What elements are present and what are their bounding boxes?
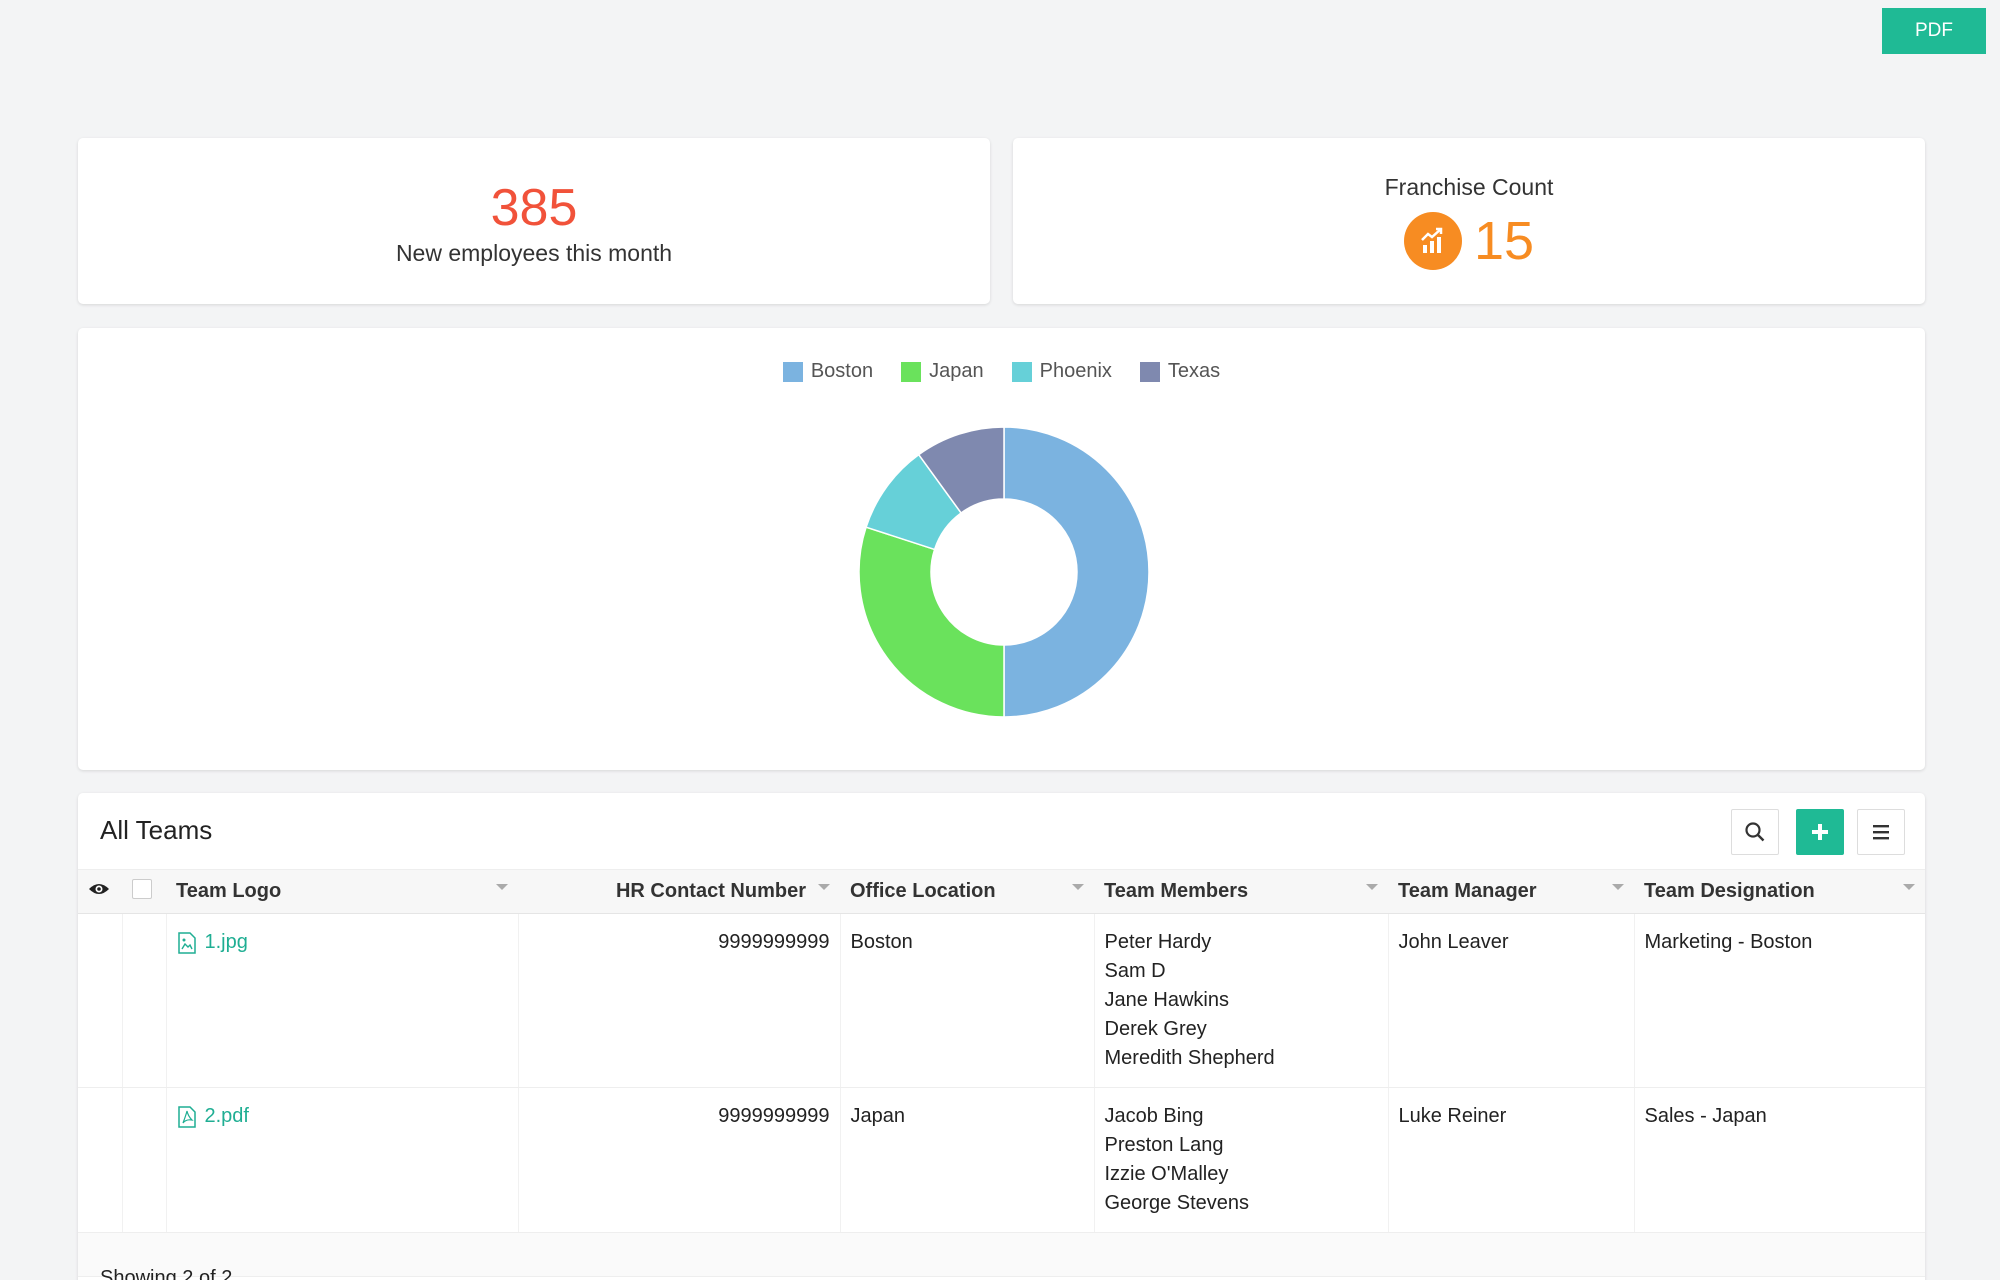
team-members-cell: Peter Hardy Sam D Jane Hawkins Derek Gre… [1094,913,1389,1088]
franchise-count-row: 15 [1013,210,1925,272]
column-label: Team Manager [1398,880,1537,902]
column-visibility-header[interactable] [78,869,122,914]
franchise-count-value: 15 [1473,211,1535,271]
column-label: Team Members [1104,880,1249,902]
team-member: George Stevens [1104,1192,1250,1214]
sort-caret-icon[interactable] [496,884,508,890]
hr-contact-cell: 9999999999 [518,913,841,1088]
franchise-count-title: Franchise Count [1384,174,1554,200]
sort-caret-icon[interactable] [1072,884,1084,890]
select-all-checkbox[interactable] [132,878,152,899]
sort-caret-icon[interactable] [1612,884,1624,890]
team-logo-link[interactable]: 1.jpg [177,928,508,957]
legend-item-texas[interactable]: Texas [1139,360,1221,383]
select-all-header[interactable] [122,869,166,914]
column-header-team-manager[interactable]: Team Manager [1388,869,1634,914]
team-designation-cell: Marketing - Boston [1634,913,1925,1088]
legend-item-phoenix[interactable]: Phoenix [1011,360,1112,383]
office-location-cell: Japan [840,1087,1095,1233]
column-header-team-members[interactable]: Team Members [1094,869,1388,914]
legend-item-japan[interactable]: Japan [901,360,984,383]
donut-slice-boston[interactable] [1003,426,1150,718]
team-manager-cell: Luke Reiner [1388,1087,1635,1233]
team-logo-cell: 2.pdf [166,1087,519,1233]
legend-label: Phoenix [1039,360,1112,382]
pdf-button[interactable]: PDF [1882,8,1986,54]
hr-contact-cell: 9999999999 [518,1087,841,1233]
menu-button[interactable] [1857,809,1905,855]
hamburger-menu-icon [1873,825,1889,840]
legend-swatch [1139,361,1160,382]
legend-label: Boston [810,360,874,382]
new-employees-count: 385 [490,179,578,237]
all-teams-panel: All Teams [78,793,1925,1280]
table-row[interactable]: 2.pdf 9999999999 Japan Jacob Bing Presto… [78,1087,1925,1233]
table-header-row: Team Logo HR Contact Number Office Locat… [78,869,1925,914]
column-label: Team Designation [1644,880,1815,902]
team-member: Sam D [1104,960,1166,982]
new-employees-card: 385 New employees this month [78,138,990,304]
team-logo-filename: 1.jpg [204,931,248,953]
team-member: Izzie O'Malley [1104,1163,1229,1185]
donut-slice-texas[interactable] [917,426,1005,514]
legend-label: Texas [1167,360,1221,382]
row-spacer [78,913,123,1088]
search-icon [1745,822,1765,842]
team-logo-filename: 2.pdf [204,1105,249,1127]
table-spacer-row [78,1232,1925,1277]
column-header-office-location[interactable]: Office Location [840,869,1094,914]
search-button[interactable] [1731,809,1779,855]
team-designation-cell: Sales - Japan [1634,1087,1925,1233]
row-select-cell [122,913,167,1088]
column-label: Office Location [850,880,996,902]
office-location-cell: Boston [840,913,1095,1088]
team-members-cell: Jacob Bing Preston Lang Izzie O'Malley G… [1094,1087,1389,1233]
row-spacer [78,1087,123,1233]
location-donut-chart-card: Boston Japan Phoenix Texas [78,328,1925,770]
legend-item-boston[interactable]: Boston [782,360,874,383]
pdf-file-icon [177,1105,196,1128]
team-member: Jacob Bing [1104,1105,1204,1127]
chart-legend: Boston Japan Phoenix Texas [78,360,1925,383]
team-member: Derek Grey [1104,1018,1207,1040]
column-label: HR Contact Number [615,880,806,902]
donut-chart [858,426,1150,718]
legend-swatch [1011,361,1032,382]
sort-caret-icon[interactable] [1903,884,1915,890]
team-member: Meredith Shepherd [1104,1047,1275,1069]
spacer-cell [78,1232,1925,1277]
team-member: Jane Hawkins [1104,989,1230,1011]
legend-swatch [782,361,803,382]
column-header-team-logo[interactable]: Team Logo [166,869,518,914]
column-label: Team Logo [176,880,282,902]
table-title: All Teams [100,815,213,845]
teams-table: Team Logo HR Contact Number Office Locat… [78,869,1925,1277]
sort-caret-icon[interactable] [1366,884,1378,890]
eye-icon [89,884,109,894]
legend-swatch [901,361,922,382]
column-header-hr-contact[interactable]: HR Contact Number [518,869,840,914]
team-logo-cell: 1.jpg [166,913,519,1088]
team-manager-cell: John Leaver [1388,913,1635,1088]
row-select-cell [122,1087,167,1233]
add-button[interactable] [1796,809,1844,855]
franchise-count-card: Franchise Count 15 [1013,138,1925,304]
team-member: Preston Lang [1104,1134,1224,1156]
legend-label: Japan [929,360,984,382]
new-employees-label: New employees this month [395,240,673,266]
plus-icon [1812,824,1828,840]
table-row[interactable]: 1.jpg 9999999999 Boston Peter Hardy Sam … [78,913,1925,1088]
trending-chart-icon [1403,212,1462,270]
image-file-icon [177,931,196,954]
pagination-summary: Showing 2 of 2 [100,1267,233,1280]
column-header-team-designation[interactable]: Team Designation [1634,869,1925,914]
team-member: Peter Hardy [1104,931,1212,953]
team-logo-link[interactable]: 2.pdf [177,1102,508,1131]
sort-caret-icon[interactable] [818,884,830,890]
donut-slice-japan[interactable] [858,526,1005,718]
